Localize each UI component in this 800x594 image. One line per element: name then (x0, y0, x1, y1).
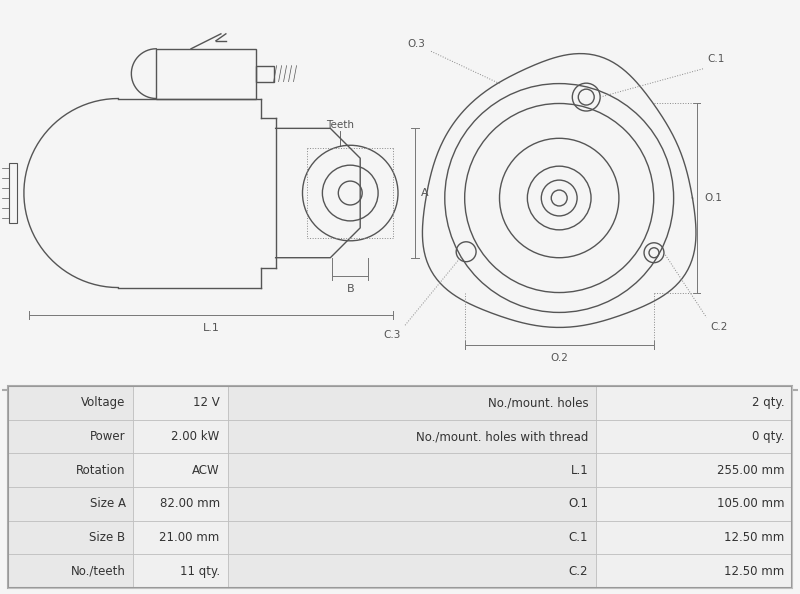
Bar (227, 554, 596, 588)
Bar (134, 453, 227, 487)
Text: Size B: Size B (90, 531, 126, 544)
Text: ACW: ACW (192, 464, 220, 477)
Text: Rotation: Rotation (76, 464, 126, 477)
Text: 105.00 mm: 105.00 mm (717, 497, 784, 510)
Bar (227, 521, 596, 554)
Bar (596, 521, 792, 554)
Bar (596, 420, 792, 453)
Bar (9, 163, 17, 223)
Text: Size A: Size A (90, 497, 126, 510)
Text: C.1: C.1 (707, 53, 725, 64)
Bar (227, 487, 596, 521)
Bar (134, 554, 227, 588)
Bar (8, 453, 134, 487)
Text: 12.50 mm: 12.50 mm (724, 531, 784, 544)
Text: 12 V: 12 V (193, 396, 220, 409)
Text: C.3: C.3 (384, 330, 401, 340)
Bar (134, 386, 227, 420)
Text: C.1: C.1 (569, 531, 588, 544)
Text: 255.00 mm: 255.00 mm (717, 464, 784, 477)
Bar (596, 487, 792, 521)
Bar (156, 49, 256, 99)
Text: O.3: O.3 (407, 39, 425, 49)
Bar (134, 521, 227, 554)
Text: No./mount. holes: No./mount. holes (487, 396, 588, 409)
Text: 2.00 kW: 2.00 kW (171, 430, 220, 443)
Bar (8, 386, 134, 420)
Bar (227, 386, 596, 420)
Text: 0 qty.: 0 qty. (752, 430, 784, 443)
Text: A: A (421, 188, 429, 198)
Text: L.1: L.1 (202, 323, 219, 333)
Text: Voltage: Voltage (82, 396, 126, 409)
Bar (8, 521, 134, 554)
Bar (8, 487, 134, 521)
Text: B: B (346, 283, 354, 293)
Bar (134, 420, 227, 453)
Text: C.2: C.2 (710, 323, 728, 333)
Text: 82.00 mm: 82.00 mm (159, 497, 220, 510)
Bar (8, 420, 134, 453)
Bar (596, 554, 792, 588)
Bar (227, 420, 596, 453)
Bar (227, 453, 596, 487)
Text: No./teeth: No./teeth (70, 565, 126, 578)
Text: No./mount. holes with thread: No./mount. holes with thread (416, 430, 588, 443)
Bar (256, 66, 274, 81)
Text: 12.50 mm: 12.50 mm (724, 565, 784, 578)
Text: C.2: C.2 (569, 565, 588, 578)
Bar (596, 386, 792, 420)
Text: 2 qty.: 2 qty. (751, 396, 784, 409)
Text: O.2: O.2 (550, 353, 568, 364)
Text: L.1: L.1 (570, 464, 588, 477)
Text: Teeth: Teeth (326, 121, 354, 130)
Text: Power: Power (90, 430, 126, 443)
Text: O.1: O.1 (568, 497, 588, 510)
Bar (8, 554, 134, 588)
Bar (596, 453, 792, 487)
Text: 11 qty.: 11 qty. (179, 565, 220, 578)
Bar (134, 487, 227, 521)
Text: O.1: O.1 (705, 193, 722, 203)
Text: 21.00 mm: 21.00 mm (159, 531, 220, 544)
